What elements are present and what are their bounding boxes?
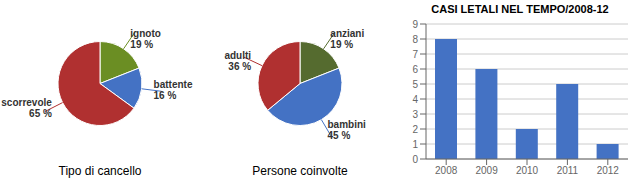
svg-text:adulti36 %: adulti36 % [224,50,251,72]
svg-text:ignoto19 %: ignoto19 % [130,28,161,50]
svg-text:2008: 2008 [435,165,458,176]
svg-text:5: 5 [412,79,418,90]
svg-text:2009: 2009 [475,165,498,176]
svg-text:6: 6 [412,64,418,75]
html-text:Persone coinvolte: Persone coinvolte [252,164,348,178]
svg-text:2011: 2011 [557,165,579,176]
svg-text:scorrevole65 %: scorrevole65 % [8,97,52,119]
svg-text:1: 1 [412,139,418,150]
html-text:CASI LETALI NEL TEMPO/2008-12: CASI LETALI NEL TEMPO/2008-12 [431,3,609,15]
svg-text:2010: 2010 [516,165,539,176]
html-text:Tipo di cancello: Tipo di cancello [58,164,142,178]
svg-text:3: 3 [412,109,418,120]
svg-text:7: 7 [412,49,418,60]
svg-text:battente16 %: battente16 % [154,79,193,101]
svg-text:8: 8 [412,34,418,45]
svg-text:anziani19 %: anziani19 % [330,28,364,50]
svg-text:2: 2 [412,124,418,135]
svg-text:2012: 2012 [597,165,620,176]
svg-text:0: 0 [412,154,418,165]
svg-text:bambini45 %: bambini45 % [327,119,366,141]
svg-text:9: 9 [412,19,418,30]
svg-text:4: 4 [412,94,418,105]
